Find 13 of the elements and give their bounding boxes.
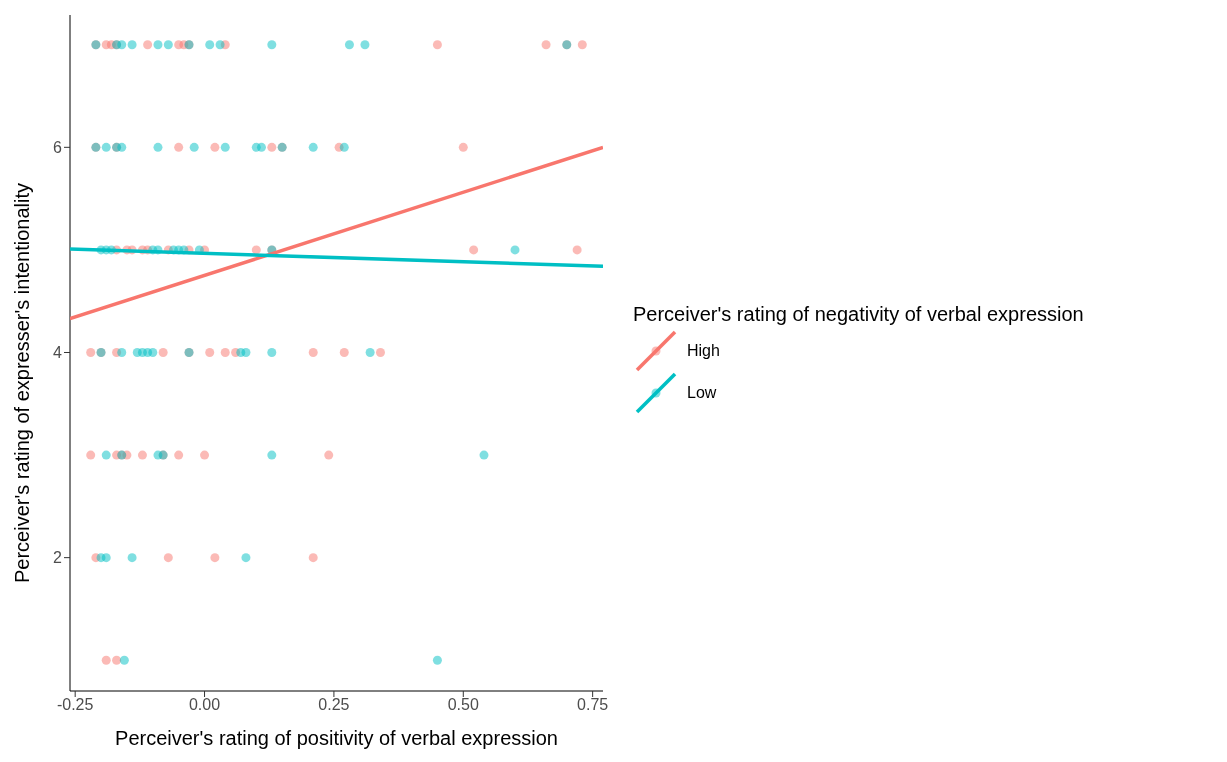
legend-label: High [687, 342, 720, 360]
x-tick-label: 0.00 [188, 696, 221, 714]
y-tick-label: 2 [53, 549, 63, 567]
x-tick-label: 0.50 [447, 696, 479, 714]
y-tick-label: 4 [53, 344, 63, 362]
x-axis-title: Perceiver's rating of positivity of verbal expression [115, 727, 558, 749]
x-tick-label: 0.75 [577, 696, 609, 714]
y-axis-title: Perceiver's rating of expresser's intentionality [11, 182, 34, 583]
legend-title: Perceiver's rating of negativity of verbal expression [633, 303, 1084, 326]
x-tick-label: 0.25 [318, 696, 350, 714]
legend-label: Low [687, 384, 717, 402]
x-tick-label: -0.25 [56, 696, 94, 714]
y-tick-label: 6 [53, 139, 63, 157]
